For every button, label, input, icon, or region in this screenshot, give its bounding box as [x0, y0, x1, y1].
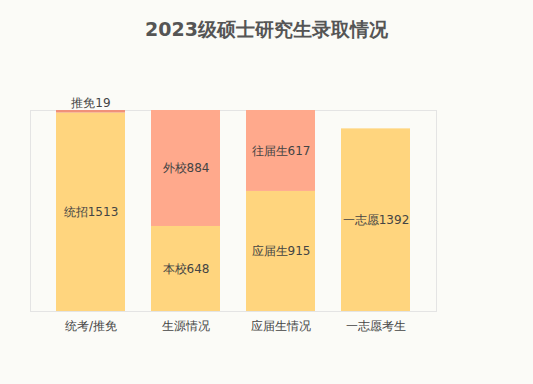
svg-text:本校648: 本校648	[163, 262, 210, 276]
svg-text:生源情况: 生源情况	[162, 319, 210, 333]
svg-text:外校884: 外校884	[163, 161, 210, 175]
svg-text:往届生617: 往届生617	[252, 144, 311, 158]
svg-text:应届生915: 应届生915	[252, 244, 311, 258]
svg-text:一志愿考生: 一志愿考生	[346, 319, 406, 333]
svg-text:应届生情况: 应届生情况	[251, 319, 311, 333]
svg-text:推免19: 推免19	[71, 96, 110, 110]
svg-text:一志愿1392: 一志愿1392	[343, 213, 410, 227]
svg-text:统考/推免: 统考/推免	[65, 319, 117, 333]
svg-text:统招1513: 统招1513	[64, 205, 119, 219]
html-text:2023级硕士研究生录取情况: 2023级硕士研究生录取情况	[145, 18, 388, 40]
